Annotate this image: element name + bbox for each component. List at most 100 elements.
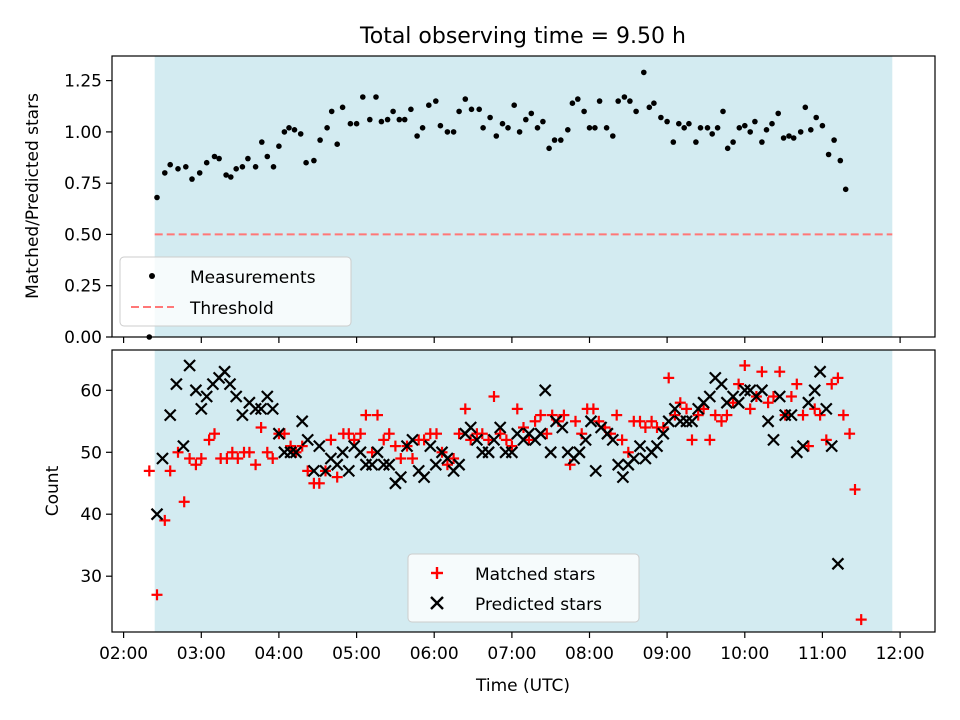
predicted-star-point bbox=[272, 427, 286, 440]
measurement-point bbox=[480, 125, 486, 131]
matched-star-point bbox=[261, 446, 273, 458]
measurement-point bbox=[303, 159, 309, 166]
measurement-point bbox=[540, 118, 546, 125]
matched-star-point bbox=[431, 428, 442, 440]
matched-star-point bbox=[762, 397, 774, 409]
predicted-star-point bbox=[319, 464, 332, 478]
measurement-point bbox=[367, 116, 373, 123]
measurements-legend-marker bbox=[149, 273, 155, 279]
matched-star-point bbox=[634, 415, 646, 427]
matched-star-point bbox=[395, 453, 407, 464]
predicted-star-point bbox=[406, 433, 419, 447]
matched-star-point bbox=[511, 403, 523, 415]
predicted-star-point bbox=[825, 439, 838, 453]
time-x-axis-label: Time (UTC) bbox=[475, 676, 570, 696]
predicted-star-point bbox=[236, 408, 249, 422]
predicted-star-point bbox=[820, 402, 833, 416]
matched-star-point bbox=[459, 403, 471, 415]
ratio-y-ticks: 0.00 0.25 0.50 0.75 1.00 1.25 bbox=[64, 72, 112, 348]
measurement-point bbox=[802, 104, 809, 111]
matched-star-point bbox=[285, 440, 297, 452]
matched-star-point bbox=[669, 409, 681, 421]
predicted-star-point bbox=[200, 390, 213, 403]
matched-star-point bbox=[448, 453, 460, 464]
measurement-point bbox=[493, 133, 500, 139]
matched-star-point bbox=[278, 428, 290, 440]
measurement-point bbox=[353, 120, 360, 127]
measurement-point bbox=[693, 139, 699, 145]
measurements-legend-label: Measurements bbox=[190, 268, 316, 288]
measurement-point bbox=[311, 157, 317, 164]
matched-star-point bbox=[820, 434, 832, 446]
time-x-tick-label: 02:00 bbox=[99, 644, 148, 664]
predicted-star-point bbox=[662, 415, 675, 428]
measurement-point bbox=[511, 102, 517, 108]
time-x-ticks: 02:00 03:00 04:00 05:00 06:00 07:00 08:00 09:00… bbox=[99, 337, 925, 664]
measurement-point bbox=[681, 125, 687, 131]
measurement-point bbox=[189, 176, 195, 182]
predicted-star-point bbox=[266, 402, 279, 416]
measurement-point bbox=[175, 166, 181, 172]
predicted-star-point bbox=[650, 439, 664, 453]
matched-star-point bbox=[465, 434, 477, 446]
predicted-star-point bbox=[573, 446, 586, 459]
matched-star-point bbox=[453, 428, 465, 440]
matched-star-point bbox=[837, 409, 849, 421]
measurement-point bbox=[664, 118, 670, 125]
matched-star-point bbox=[768, 391, 779, 402]
measurement-point bbox=[670, 139, 677, 145]
ratio-y-tick-label: 1.25 bbox=[64, 72, 102, 92]
time-x-tick-label: 05:00 bbox=[332, 644, 381, 664]
predicted-star-point bbox=[371, 446, 384, 459]
measurement-point bbox=[724, 145, 731, 152]
measurement-point bbox=[596, 98, 603, 104]
predicted-star-point bbox=[808, 384, 821, 397]
matched-star-point bbox=[611, 409, 623, 421]
matched-star-point bbox=[143, 465, 155, 477]
predicted-star-point bbox=[163, 408, 177, 422]
predicted-star-point bbox=[657, 427, 670, 440]
count-plot-frame bbox=[111, 349, 936, 633]
predicted-star-point bbox=[424, 439, 437, 453]
matched-star-point bbox=[488, 391, 500, 402]
measurement-point bbox=[252, 164, 259, 170]
predicted-star-point bbox=[493, 421, 507, 434]
measurement-point bbox=[297, 131, 304, 137]
measurement-point bbox=[610, 133, 616, 139]
measurement-point bbox=[551, 137, 558, 143]
measurement-point bbox=[831, 137, 837, 143]
predicted-star-point bbox=[284, 446, 297, 459]
measurement-point bbox=[401, 116, 408, 123]
matched-star-point bbox=[616, 434, 628, 446]
ratio-y-tick-label: 0.50 bbox=[64, 225, 102, 245]
measurement-point bbox=[775, 110, 781, 117]
predicted-star-point bbox=[767, 433, 780, 447]
measurement-point bbox=[390, 108, 396, 115]
predicted-star-point bbox=[538, 384, 552, 397]
count-y-tick-label: 30 bbox=[80, 567, 102, 587]
matched-stars-layer bbox=[143, 360, 867, 626]
predicted-star-point bbox=[584, 415, 598, 428]
predicted-star-point bbox=[785, 408, 798, 422]
measurement-point bbox=[286, 125, 292, 131]
matched-star-point bbox=[716, 415, 727, 427]
predicted-star-point bbox=[544, 446, 557, 459]
measurement-point bbox=[714, 125, 721, 131]
predicted-star-point bbox=[464, 421, 477, 434]
measurement-point bbox=[586, 125, 593, 131]
matched-legend-marker bbox=[431, 567, 443, 579]
measurement-point bbox=[270, 164, 277, 170]
time-x-tick-label: 09:00 bbox=[643, 644, 692, 664]
matched-star-point bbox=[203, 434, 215, 446]
count-y-tick-label: 50 bbox=[80, 443, 102, 463]
matched-star-point bbox=[494, 428, 506, 440]
predicted-star-point bbox=[773, 390, 786, 403]
chart-title: Total observing time = 9.50 h bbox=[359, 24, 686, 49]
matched-star-point bbox=[529, 415, 541, 427]
matched-star-point bbox=[587, 403, 599, 415]
measurement-point bbox=[676, 120, 682, 127]
measurement-point bbox=[324, 125, 330, 131]
measurement-point bbox=[558, 137, 564, 143]
